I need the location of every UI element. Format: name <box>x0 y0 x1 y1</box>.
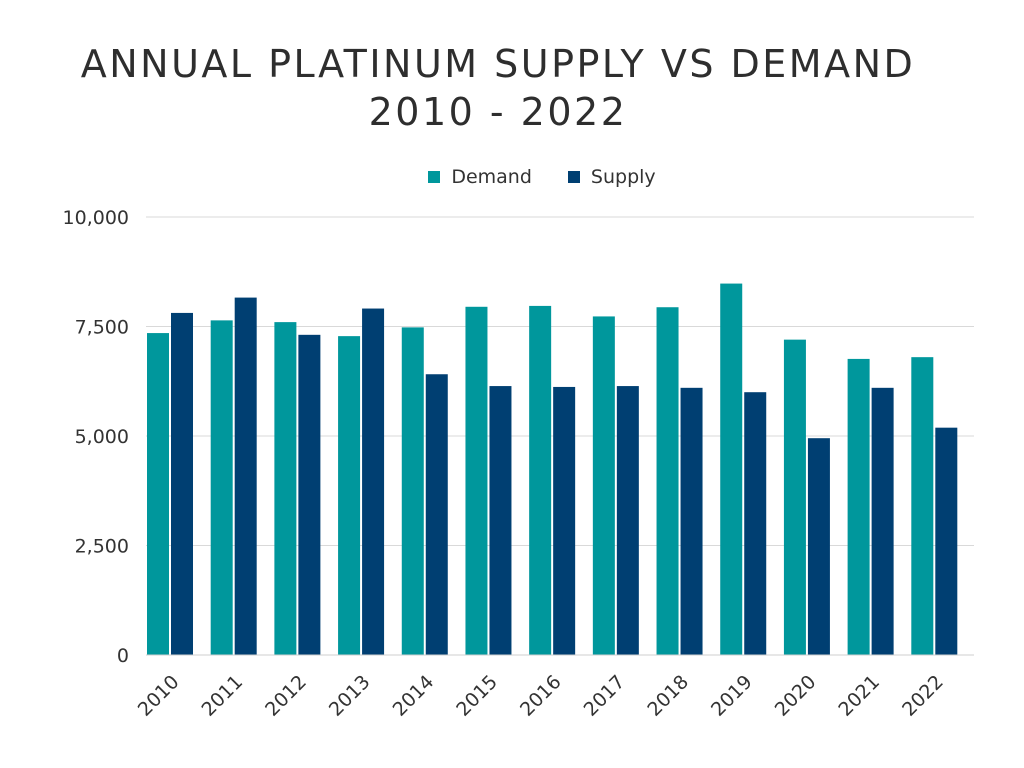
x-tick-label: 2010 <box>134 671 184 721</box>
y-tick-label: 0 <box>117 645 129 667</box>
legend-swatch-demand <box>428 171 441 183</box>
bar-demand <box>465 306 488 655</box>
chart-title-line-1: ANNUAL PLATINUM SUPPLY VS DEMAND <box>80 42 916 86</box>
bar-supply <box>362 308 385 655</box>
x-tick-label: 2015 <box>452 671 502 721</box>
legend-label-supply: Supply <box>590 166 656 188</box>
legend-label-demand: Demand <box>451 166 532 188</box>
bar-demand <box>147 333 169 655</box>
legend-swatch-supply <box>567 171 580 183</box>
bar-demand <box>592 316 615 655</box>
bar-demand <box>783 339 806 655</box>
legend-item-demand: Demand <box>428 166 532 188</box>
x-tick-label: 2012 <box>261 671 311 721</box>
bar-demand <box>847 358 870 655</box>
bar-demand <box>720 283 743 655</box>
x-tick-label: 2017 <box>580 671 630 721</box>
y-tick-label: 2,500 <box>75 536 129 558</box>
bar-demand <box>274 322 297 655</box>
bar-demand <box>911 357 934 655</box>
legend-item-supply: Supply <box>567 166 656 188</box>
bar-supply <box>935 427 958 655</box>
bar-demand <box>656 307 679 655</box>
x-tick-label: 2014 <box>389 671 439 721</box>
chart-title-line-2: 2010 - 2022 <box>368 90 628 134</box>
chart-title: ANNUAL PLATINUM SUPPLY VS DEMAND 2010 - … <box>0 40 996 136</box>
bar-supply <box>171 312 193 655</box>
x-tick-label: 2021 <box>834 671 884 721</box>
x-tick-label: 2022 <box>898 671 948 721</box>
bar-supply <box>807 438 830 655</box>
bar-supply <box>744 392 767 655</box>
x-tick-label: 2016 <box>516 671 566 721</box>
bar-supply <box>871 387 894 655</box>
x-tick-label: 2020 <box>771 671 821 721</box>
bar-demand <box>338 336 361 655</box>
x-tick-label: 2018 <box>643 671 693 721</box>
bar-demand <box>529 305 552 655</box>
chart-legend: Demand Supply <box>0 166 1024 188</box>
bar-supply <box>616 386 639 655</box>
y-tick-label: 5,000 <box>75 426 129 448</box>
bar-supply <box>298 334 321 655</box>
y-tick-label: 10,000 <box>63 207 129 229</box>
bar-demand <box>401 327 424 655</box>
x-tick-label: 2011 <box>197 671 247 721</box>
bar-supply <box>489 386 512 655</box>
bar-demand <box>210 320 233 655</box>
y-tick-label: 7,500 <box>75 317 129 339</box>
bar-supply <box>553 386 576 655</box>
bar-supply <box>234 297 257 655</box>
bar-supply <box>425 374 448 655</box>
x-tick-label: 2019 <box>707 671 757 721</box>
x-tick-label: 2013 <box>325 671 375 721</box>
bar-supply <box>680 387 703 655</box>
